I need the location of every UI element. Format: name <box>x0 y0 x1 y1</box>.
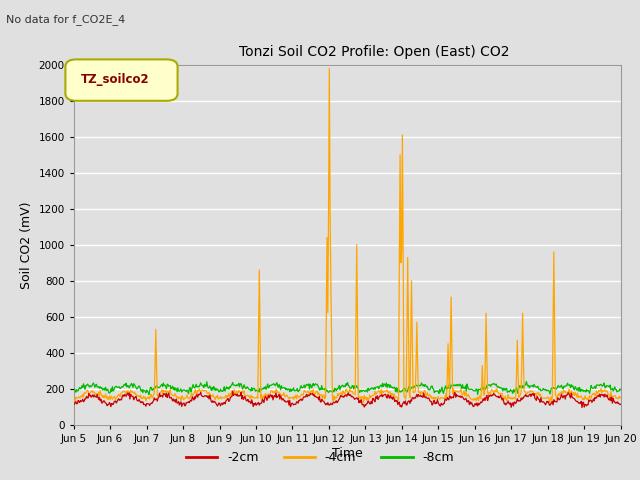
Legend: -2cm, -4cm, -8cm: -2cm, -4cm, -8cm <box>181 446 459 469</box>
X-axis label: Time: Time <box>332 446 363 460</box>
Text: TZ_soilco2: TZ_soilco2 <box>81 73 149 86</box>
Title: Tonzi Soil CO2 Profile: Open (East) CO2: Tonzi Soil CO2 Profile: Open (East) CO2 <box>239 46 510 60</box>
FancyBboxPatch shape <box>65 60 177 101</box>
Text: No data for f_CO2E_4: No data for f_CO2E_4 <box>6 14 125 25</box>
Y-axis label: Soil CO2 (mV): Soil CO2 (mV) <box>20 201 33 288</box>
